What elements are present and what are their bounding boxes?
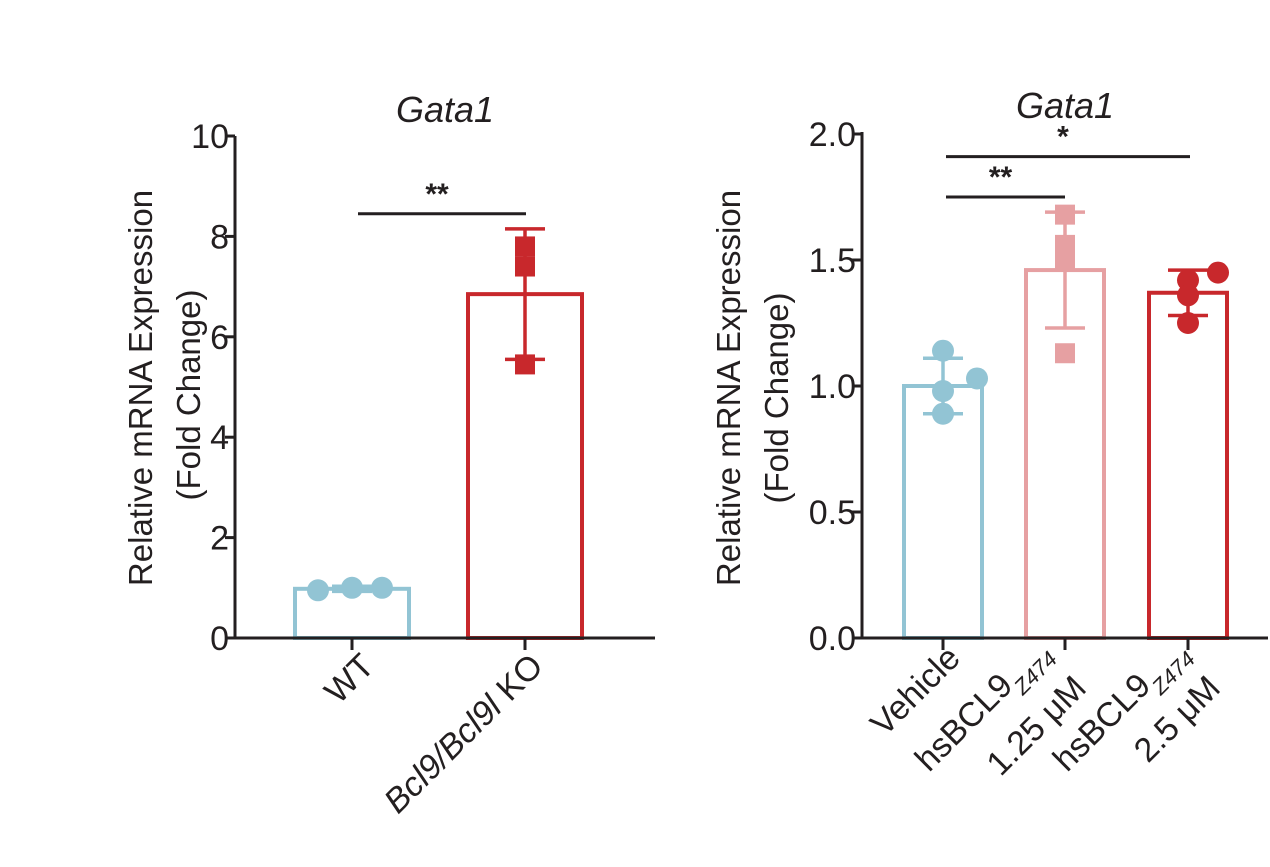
chart-right-data-point <box>1055 250 1075 270</box>
chart-right-ylabel-line1: Relative mRNA Expression <box>710 190 747 586</box>
chart-left-data-point <box>341 576 363 599</box>
chart-right-y-tick-label: 1.0 <box>809 368 856 406</box>
chart-right: Gata1 Relative mRNA Expression (Fold Cha… <box>710 85 1268 783</box>
chart-right-data-point <box>1207 261 1229 284</box>
chart-left-significance-label: ** <box>425 178 449 211</box>
chart-right-data-point <box>1055 234 1075 255</box>
chart-right-data-point <box>1177 269 1199 292</box>
chart-right-data-point <box>1055 343 1075 364</box>
chart-right-y-tick-label: 1.5 <box>809 242 856 280</box>
chart-left-data-point <box>371 576 393 599</box>
chart-left-category-label: Bcl9/Bcl9l KO <box>377 647 551 821</box>
chart-left-data-point <box>515 256 535 277</box>
chart-left-y-tick-label: 10 <box>191 118 229 156</box>
chart-right-bar <box>1147 290 1229 640</box>
chart-right-data-point <box>932 380 954 403</box>
chart-right-ylabel-line2: (Fold Change) <box>758 293 795 504</box>
chart-left-y-tick-label: 4 <box>210 419 229 457</box>
chart-left-y-tick-label: 6 <box>210 319 229 357</box>
chart-right-y-tick-label: 0.5 <box>809 494 856 532</box>
chart-left-data-point <box>515 354 535 375</box>
chart-right-y-tick-label: 0.0 <box>809 620 856 658</box>
chart-left-y-tick-label: 8 <box>210 218 229 256</box>
chart-left-y-tick-label: 0 <box>210 620 229 658</box>
chart-right-data-point <box>1177 312 1199 334</box>
chart-right-significance-label: * <box>1057 121 1069 154</box>
chart-left-ylabel-line1: Relative mRNA Expression <box>122 190 159 586</box>
chart-right-title: Gata1 <box>1016 85 1114 126</box>
chart-right-data-point <box>966 367 988 390</box>
chart-left-y-tick-label: 2 <box>210 520 229 558</box>
chart-right-data-point <box>1055 204 1075 225</box>
chart-right-significance-label: ** <box>989 161 1013 194</box>
chart-left-data-point <box>307 579 329 602</box>
chart-right-data-point <box>1177 284 1199 307</box>
chart-left: Gata1 Relative mRNA Expression (Fold Cha… <box>122 89 655 821</box>
chart-left-category-label: WT <box>317 647 381 711</box>
chart-right-data-point <box>932 339 954 362</box>
chart-right-y-tick-label: 2.0 <box>809 116 856 154</box>
chart-left-title: Gata1 <box>396 89 494 130</box>
chart-left-ylabel-line2: (Fold Change) <box>170 290 207 501</box>
chart-right-data-point <box>932 402 954 425</box>
chart-left-data-point <box>515 236 535 257</box>
